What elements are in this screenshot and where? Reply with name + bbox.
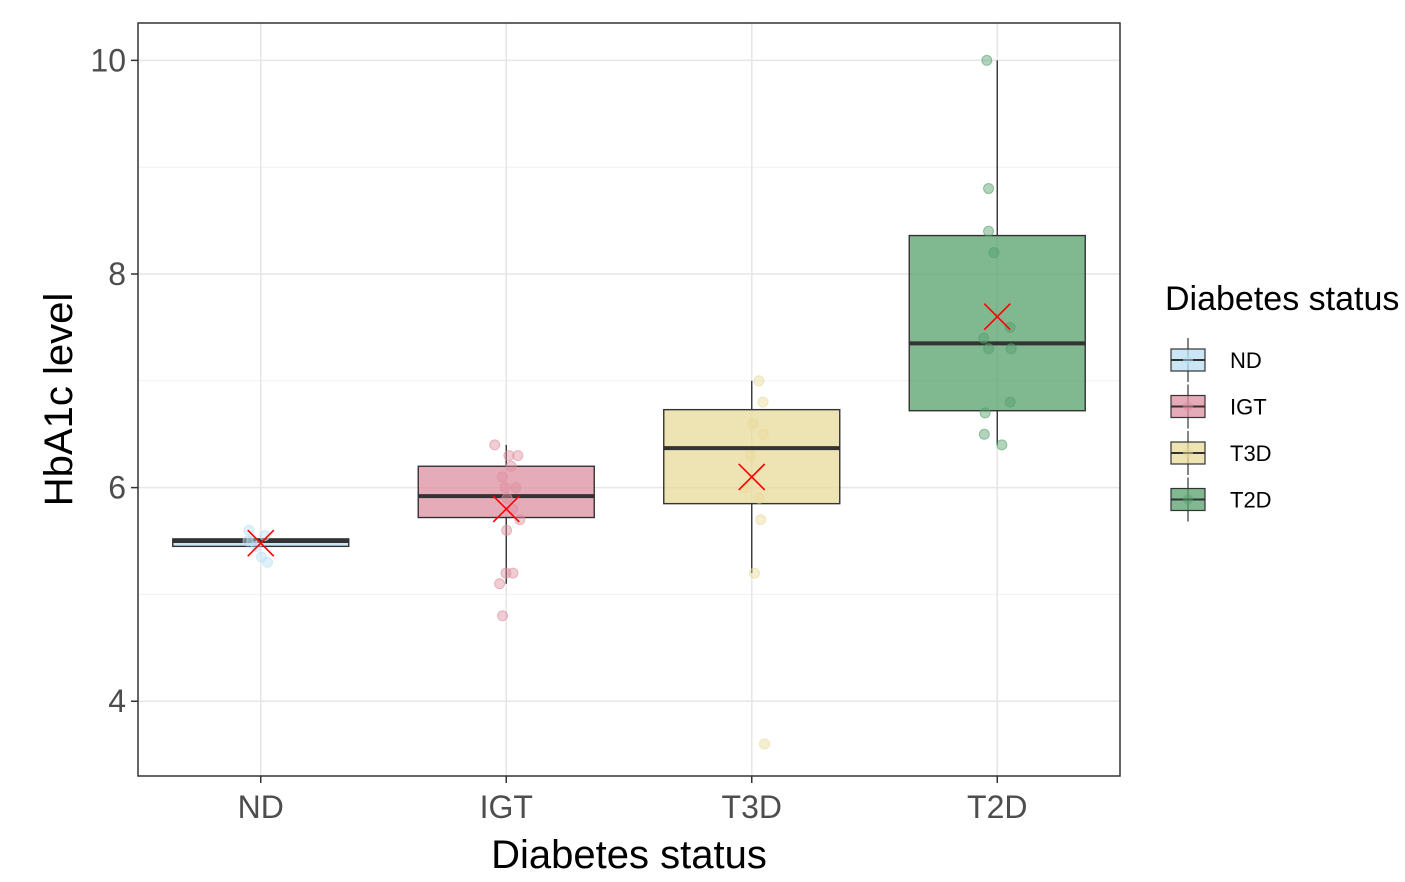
legend-key-point <box>1183 355 1193 365</box>
x-tick-label: ND <box>238 789 284 825</box>
mean-marker-T3D <box>738 463 766 491</box>
data-point-T3D <box>753 375 765 387</box>
x-tick-label: T2D <box>967 789 1027 825</box>
data-point-ND <box>259 530 271 542</box>
mean-marker-stroke <box>983 303 1011 331</box>
mean-marker-T2D <box>983 303 1011 331</box>
y-tick-label: 8 <box>108 256 126 292</box>
legend-key-point <box>1183 448 1193 458</box>
data-point-IGT <box>512 450 524 462</box>
data-point-T2D <box>983 225 995 237</box>
data-point-T2D <box>978 332 990 344</box>
y-tick-label: 6 <box>108 470 126 506</box>
mean-marker-stroke <box>247 529 275 557</box>
data-point-T2D <box>1005 343 1017 355</box>
y-tick-label: 10 <box>90 42 126 78</box>
data-point-T3D <box>755 514 767 526</box>
data-point-T3D <box>757 428 769 440</box>
data-point-T2D <box>983 343 995 355</box>
legend-label-ND: ND <box>1230 348 1262 373</box>
data-point-T2D <box>988 247 1000 259</box>
data-point-IGT <box>514 514 526 526</box>
legend-label-T3D: T3D <box>1230 441 1272 466</box>
data-point-T3D <box>753 492 765 504</box>
x-axis-title: Diabetes status <box>491 833 767 877</box>
data-point-T3D <box>759 738 771 750</box>
data-point-IGT <box>489 439 501 451</box>
box-T3D <box>663 408 841 505</box>
data-point-T2D <box>996 439 1008 451</box>
mean-marker-ND <box>247 529 275 557</box>
data-point-ND <box>255 551 267 563</box>
legend-title: Diabetes status <box>1165 280 1399 318</box>
y-tick-label: 4 <box>108 683 126 719</box>
data-point-T3D <box>747 418 759 430</box>
data-point-T3D <box>748 567 760 579</box>
y-axis-title: HbA1c level <box>37 293 81 506</box>
x-tick-label: IGT <box>480 789 533 825</box>
data-point-IGT <box>499 482 511 494</box>
data-point-T3D <box>745 450 757 462</box>
data-point-IGT <box>494 578 506 590</box>
data-point-IGT <box>510 482 522 494</box>
plot-border <box>137 22 1121 777</box>
data-point-IGT <box>507 503 519 515</box>
legend-key-point <box>1183 494 1193 505</box>
mean-marker-IGT <box>492 495 520 523</box>
data-point-IGT <box>496 471 508 483</box>
data-point-T2D <box>978 428 990 440</box>
data-point-IGT <box>501 524 513 536</box>
data-point-IGT <box>501 492 513 504</box>
data-point-T2D <box>981 54 993 66</box>
legend-label-T2D: T2D <box>1230 488 1272 513</box>
box-T2D <box>908 234 1086 412</box>
data-point-IGT <box>503 450 515 462</box>
legend-label-IGT: IGT <box>1230 395 1267 420</box>
legend-key-point <box>1183 401 1193 412</box>
x-tick-label: T3D <box>722 789 782 825</box>
data-point-ND <box>246 535 258 547</box>
data-point-IGT <box>497 610 509 622</box>
data-point-T2D <box>983 183 995 195</box>
data-point-T2D <box>1004 321 1016 333</box>
data-point-IGT <box>505 460 517 472</box>
data-point-IGT <box>500 567 512 579</box>
data-point-T2D <box>1004 396 1016 408</box>
data-point-ND <box>242 535 254 547</box>
data-point-T3D <box>757 396 769 408</box>
mean-marker-stroke <box>492 495 520 523</box>
mean-marker-stroke <box>738 463 766 491</box>
data-point-T2D <box>979 407 991 419</box>
